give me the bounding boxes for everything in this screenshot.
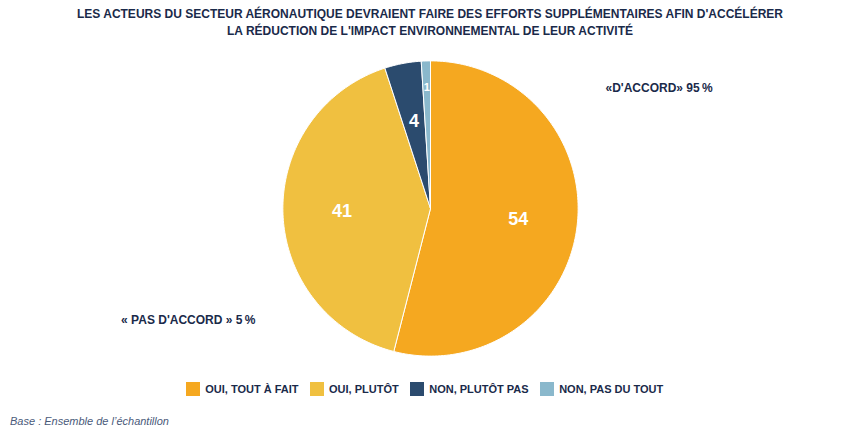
svg-text:54: 54 bbox=[508, 209, 528, 229]
html-text:LES ACTEURS DU SECTEUR AÉRONAU: LES ACTEURS DU SECTEUR AÉRONAUTIQUE DEVR… bbox=[77, 7, 783, 39]
svg-text:«D'ACCORD» 95 %: «D'ACCORD» 95 % bbox=[606, 81, 714, 95]
html-text:NON, PAS DU TOUT: NON, PAS DU TOUT bbox=[559, 383, 664, 396]
html-text:OUI, PLUTÔT: OUI, PLUTÔT bbox=[329, 383, 399, 396]
svg-text:41: 41 bbox=[332, 201, 352, 221]
svg-text:4: 4 bbox=[409, 111, 419, 131]
html-text:OUI, TOUT À FAIT: OUI, TOUT À FAIT bbox=[205, 383, 299, 396]
html-text:Base : Ensemble de l’échantill: Base : Ensemble de l’échantillon bbox=[10, 415, 169, 428]
html-text:NON, PLUTÔT PAS: NON, PLUTÔT PAS bbox=[429, 383, 529, 396]
svg-text:1: 1 bbox=[424, 81, 430, 93]
svg-text:« PAS D'ACCORD » 5 %: « PAS D'ACCORD » 5 % bbox=[121, 312, 256, 326]
